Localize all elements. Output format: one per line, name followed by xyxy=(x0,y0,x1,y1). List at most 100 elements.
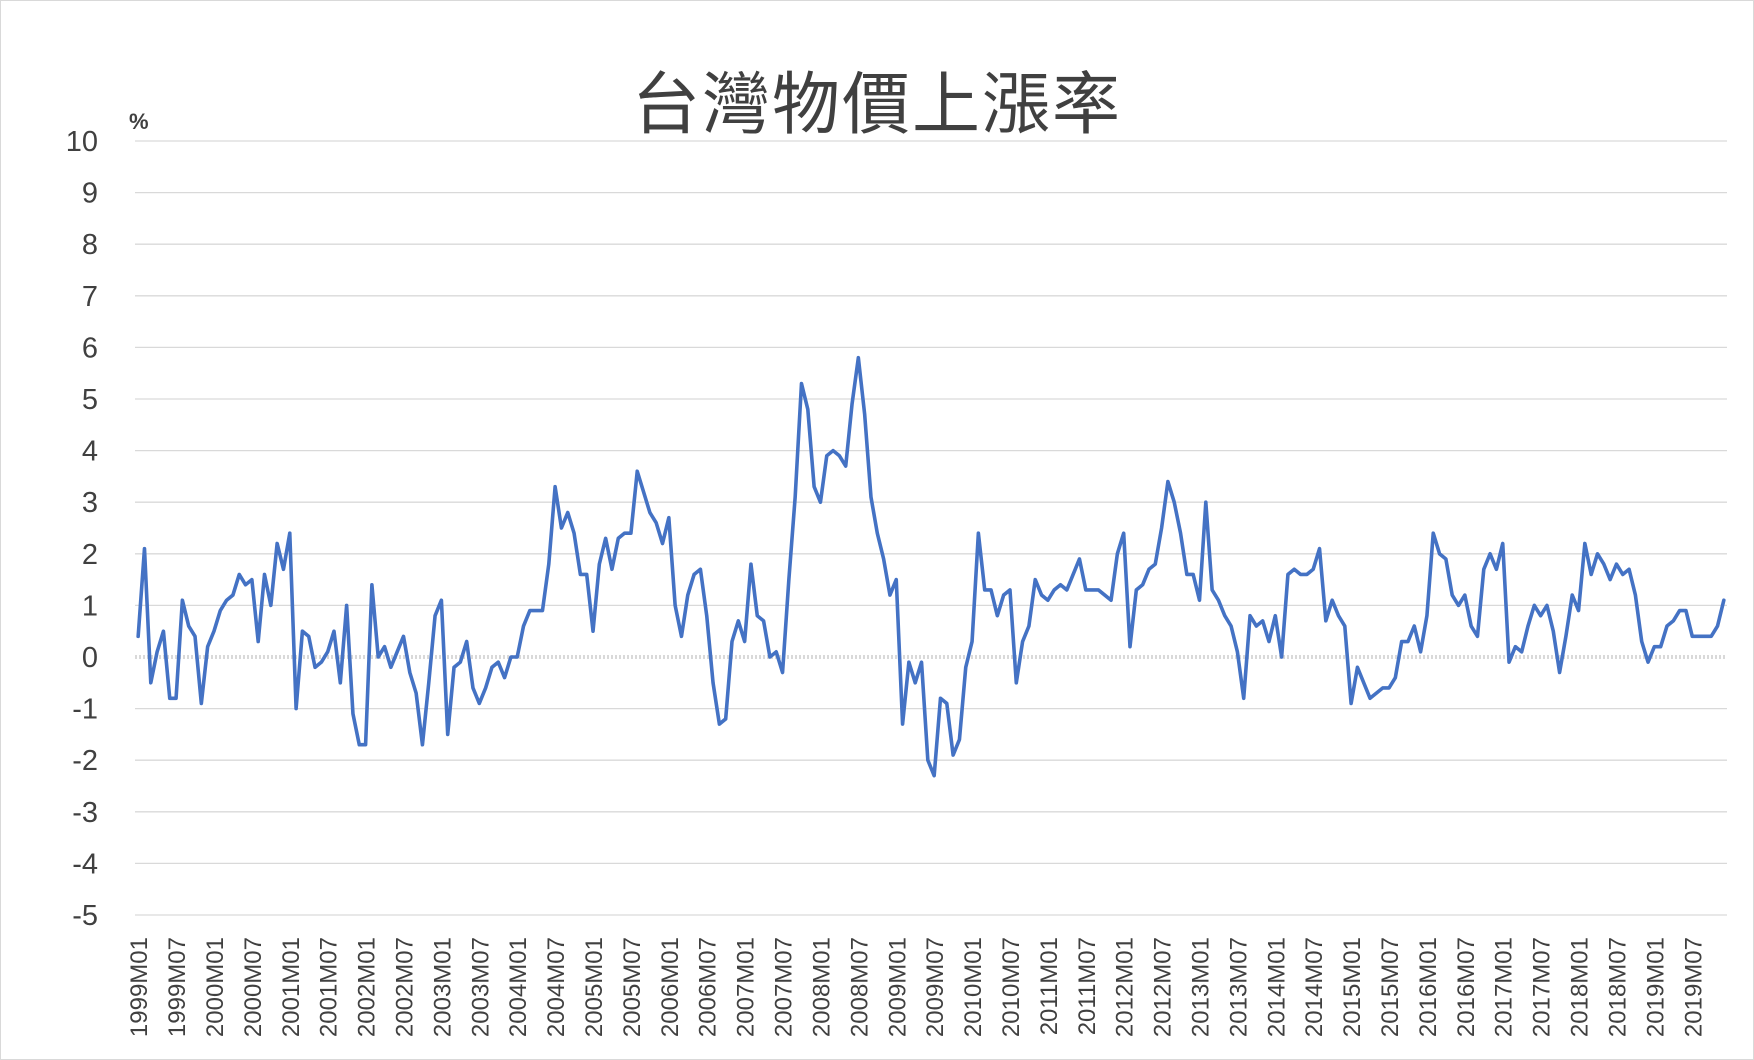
data-point xyxy=(1166,480,1170,484)
data-point xyxy=(1665,624,1669,628)
data-point xyxy=(199,701,203,705)
data-point xyxy=(1153,562,1157,566)
data-point xyxy=(1254,624,1258,628)
data-point xyxy=(1595,552,1599,556)
data-point xyxy=(1185,572,1189,576)
data-point xyxy=(869,495,873,499)
data-point xyxy=(762,619,766,623)
data-point xyxy=(1583,541,1587,545)
data-point xyxy=(768,655,772,659)
data-point xyxy=(1716,624,1720,628)
data-point xyxy=(850,402,854,406)
data-point xyxy=(168,696,172,700)
data-point xyxy=(1488,552,1492,556)
data-point xyxy=(307,634,311,638)
y-tick-label: 0 xyxy=(82,642,98,674)
data-point xyxy=(566,511,570,515)
data-point xyxy=(1002,593,1006,597)
data-point xyxy=(1223,614,1227,618)
data-point xyxy=(1690,634,1694,638)
data-point xyxy=(1558,670,1562,674)
data-point xyxy=(313,665,317,669)
x-tick-label: 2009M07 xyxy=(922,937,949,1037)
x-tick-label: 2002M01 xyxy=(354,937,381,1037)
data-point xyxy=(1305,572,1309,576)
data-point xyxy=(970,640,974,644)
x-tick-label: 2007M01 xyxy=(733,937,760,1037)
data-point xyxy=(1614,562,1618,566)
data-point xyxy=(1324,619,1328,623)
y-tick-label: -3 xyxy=(72,797,98,829)
data-point xyxy=(1393,676,1397,680)
data-point xyxy=(1412,624,1416,628)
data-point xyxy=(370,583,374,587)
data-point xyxy=(1115,552,1119,556)
data-point xyxy=(155,650,159,654)
data-point xyxy=(1457,603,1461,607)
data-point xyxy=(496,660,500,664)
x-tick-label: 2004M07 xyxy=(543,937,570,1037)
data-point xyxy=(281,567,285,571)
data-point xyxy=(774,650,778,654)
data-point xyxy=(913,681,917,685)
data-point xyxy=(142,547,146,551)
data-point xyxy=(888,593,892,597)
data-point xyxy=(326,650,330,654)
x-axis-ticks: 1999M01 1999M07 2000M01 2000M07 2001M01 2001M… xyxy=(126,937,1707,1037)
y-tick-label: 8 xyxy=(82,229,98,261)
x-tick-label: 2016M07 xyxy=(1453,937,1480,1037)
data-point xyxy=(1482,567,1486,571)
y-tick-label: 9 xyxy=(82,178,98,210)
data-point xyxy=(1684,609,1688,613)
data-point xyxy=(1204,500,1208,504)
data-point xyxy=(1463,593,1467,597)
data-point xyxy=(831,449,835,453)
data-point xyxy=(875,531,879,535)
data-point xyxy=(610,567,614,571)
data-point xyxy=(920,660,924,664)
y-tick-label: 4 xyxy=(82,436,98,468)
data-point xyxy=(522,624,526,628)
data-point xyxy=(1065,588,1069,592)
data-point xyxy=(1286,572,1290,576)
data-point xyxy=(591,629,595,633)
x-tick-label: 1999M07 xyxy=(164,937,191,1037)
data-point xyxy=(692,572,696,576)
data-point xyxy=(781,670,785,674)
data-point xyxy=(1362,681,1366,685)
data-point xyxy=(1501,541,1505,545)
data-point xyxy=(1722,598,1726,602)
data-point xyxy=(300,629,304,633)
data-point xyxy=(1532,603,1536,607)
data-point xyxy=(578,572,582,576)
y-tick-label: 10 xyxy=(66,126,98,158)
data-point xyxy=(730,640,734,644)
data-point xyxy=(509,655,513,659)
data-point xyxy=(1210,588,1214,592)
x-tick-label: 2009M01 xyxy=(884,937,911,1037)
x-tick-label: 2008M07 xyxy=(846,937,873,1037)
data-point xyxy=(951,753,955,757)
data-point xyxy=(604,536,608,540)
data-point xyxy=(149,681,153,685)
data-point xyxy=(1368,696,1372,700)
data-point xyxy=(553,485,557,489)
x-tick-label: 2012M01 xyxy=(1112,937,1139,1037)
data-point xyxy=(408,670,412,674)
x-tick-label: 2017M01 xyxy=(1491,937,1518,1037)
data-point xyxy=(389,665,393,669)
data-point xyxy=(484,686,488,690)
data-point xyxy=(957,738,961,742)
data-point xyxy=(1671,619,1675,623)
data-point xyxy=(1438,552,1442,556)
x-tick-label: 2005M07 xyxy=(619,937,646,1037)
data-point xyxy=(1160,526,1164,530)
data-point xyxy=(338,681,342,685)
data-point xyxy=(724,717,728,721)
series-layer xyxy=(136,355,1726,778)
data-point xyxy=(1292,567,1296,571)
data-point xyxy=(1242,696,1246,700)
data-point xyxy=(206,645,210,649)
data-point xyxy=(515,655,519,659)
